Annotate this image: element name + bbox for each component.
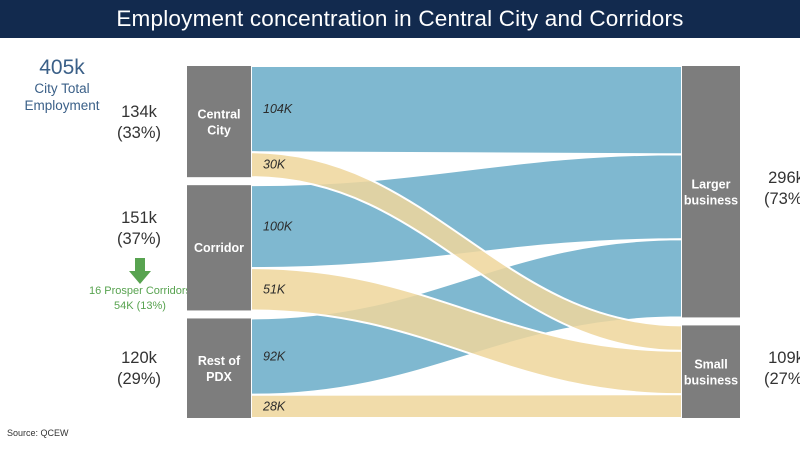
source-node-label-rest_of_pdx: Rest of (198, 354, 241, 368)
target-percent-small-business: (27%) (763, 370, 800, 388)
source-node-label-central_city: City (207, 124, 231, 138)
target-node-label-small_business: Small (694, 358, 727, 372)
sankey-link-central_city-to-larger_business (250, 64, 683, 156)
source-node-rest_of_pdx (187, 318, 251, 418)
prosper-corridors-annotation: 16 Prosper Corridors 54K (13%) (56, 258, 224, 313)
sankey-nodes (187, 66, 740, 418)
source-node-corridor (187, 185, 251, 311)
source-node-label-corridor: Corridor (194, 241, 244, 255)
target-label-larger-business: 296k (73%) (740, 168, 800, 210)
prosper-corridors-line2: 54K (13%) (114, 299, 166, 312)
source-percent-corridor: (37%) (116, 230, 161, 248)
down-arrow-icon (129, 258, 151, 284)
city-total-caption-line1: City Total (34, 81, 90, 96)
title-bar: Employment concentration in Central City… (0, 0, 800, 38)
flow-value-corridor-to-larger_business: 100K (263, 220, 293, 234)
source-note: Source: QCEW (7, 428, 69, 438)
source-percent-rest-of-pdx: (29%) (116, 370, 161, 388)
source-node-central_city (187, 66, 251, 178)
target-node-small_business (682, 325, 740, 418)
source-label-central-city: 134k (33%) (93, 102, 185, 144)
source-label-corridor: 151k (37%) (93, 208, 185, 250)
prosper-corridors-line1: 16 Prosper Corridors (88, 285, 192, 297)
source-percent-central-city: (33%) (116, 124, 161, 142)
source-value-central-city: 134k (121, 103, 157, 121)
sankey-node-labels: Central City Corridor Rest of PDX Larger busin… (194, 108, 738, 388)
target-label-small-business: 109k (27%) (740, 348, 800, 390)
sankey-flow-labels: 104K 30K 100K 51K 92K 28K (262, 102, 293, 413)
city-total-caption-line2: Employment (24, 98, 100, 113)
flow-value-rest_of_pdx-to-small_business: 28K (262, 399, 286, 413)
source-label-rest-of-pdx: 120k (29%) (93, 348, 185, 390)
source-value-corridor: 151k (121, 209, 157, 227)
city-total-summary: 405k City Total Employment (8, 56, 116, 114)
flow-value-corridor-to-small_business: 51K (263, 282, 286, 296)
source-value-rest-of-pdx: 120k (121, 349, 157, 367)
target-value-small-business: 109k (768, 349, 800, 367)
target-node-larger_business (682, 66, 740, 318)
target-node-label-small_business: business (684, 374, 738, 388)
source-node-label-rest_of_pdx: PDX (206, 370, 232, 384)
target-node-label-larger_business: business (684, 194, 738, 208)
page-title: Employment concentration in Central City… (116, 6, 684, 31)
target-value-larger-business: 296k (768, 169, 800, 187)
target-percent-larger-business: (73%) (763, 190, 800, 208)
city-total-value: 405k (39, 56, 85, 79)
source-node-label-central_city: Central (197, 108, 240, 122)
target-node-label-larger_business: Larger (692, 178, 731, 192)
flow-value-central_city-to-larger_business: 104K (263, 102, 293, 116)
flow-value-rest_of_pdx-to-larger_business: 92K (263, 350, 286, 364)
sankey-flows (250, 64, 683, 420)
sankey-link-rest_of_pdx-to-small_business (250, 393, 683, 420)
flow-value-central_city-to-small_business: 30K (263, 158, 286, 172)
